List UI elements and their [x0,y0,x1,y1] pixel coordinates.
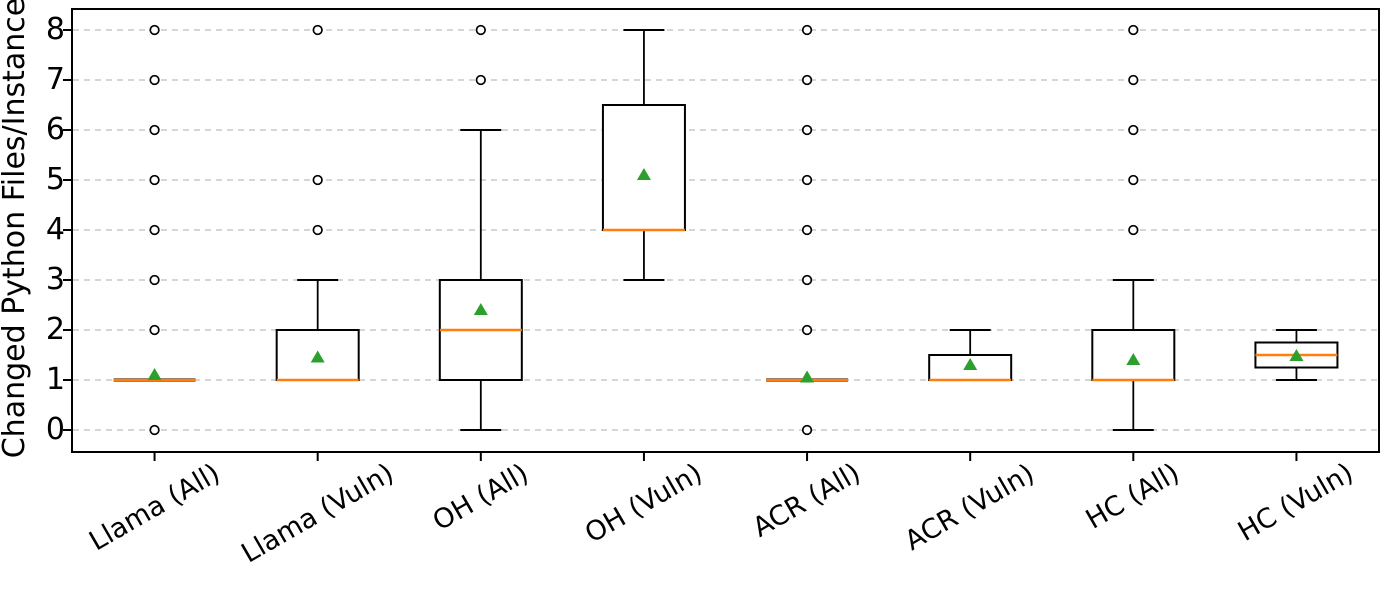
outlier-point [149,24,160,36]
outlier-point [149,124,160,136]
box-llama-all [113,24,196,436]
mean-marker [1126,353,1141,365]
plot-canvas [63,24,1378,461]
x-tick-label: ACR (All) [747,457,866,545]
y-tick-label: 6 [45,112,65,147]
outlier-point [801,74,813,86]
outlier-point [149,174,160,186]
y-tick-label: 0 [45,412,65,447]
outlier-point [312,224,323,236]
outlier-point [801,124,813,136]
plot-area [63,8,1380,461]
y-tick-label: 8 [45,12,65,47]
y-tick-label: 5 [45,162,65,197]
mean-marker [963,358,978,370]
x-tick-label: OH (All) [427,457,534,538]
mean-marker [1289,349,1304,361]
outlier-point [801,274,813,286]
outlier-point [801,174,813,186]
outlier-point [1128,124,1139,136]
y-tick-label: 2 [45,312,65,347]
box-hc-all [1091,24,1176,431]
outlier-point [149,74,160,86]
box-hc-vuln [1254,329,1339,381]
mean-marker [147,368,162,380]
box-acr-vuln [928,329,1013,382]
y-tick-label: 1 [45,362,65,397]
outlier-point [149,424,160,436]
mean-marker [310,350,325,363]
x-tick-label: ACR (Vuln) [899,457,1040,557]
box-llama-vuln [275,24,360,382]
x-tick-label: Llama (All) [83,457,225,558]
x-tick-label: OH (Vuln) [579,457,708,550]
outlier-point [801,224,813,236]
outlier-point [149,274,160,286]
outlier-point [312,174,323,186]
outlier-point [801,24,813,36]
outlier-point [1128,174,1139,186]
outlier-point [801,324,813,336]
box-oh-vuln [601,29,686,281]
iqr-box [601,104,686,231]
y-tick-label: 4 [45,212,65,247]
box-oh-all [438,24,523,431]
outlier-point [475,74,486,86]
mean-marker [800,370,815,383]
y-tick-label: 7 [45,62,65,97]
outlier-point [1128,224,1139,236]
outlier-point [149,324,160,336]
outlier-point [1128,24,1139,36]
outlier-point [1128,74,1139,86]
outlier-point [475,24,486,36]
mean-marker [636,168,651,180]
outlier-point [149,224,160,236]
x-tick-label: HC (All) [1081,457,1186,536]
box-acr-all [766,24,849,436]
x-tick-label: Llama (Vuln) [236,457,399,570]
x-tick-label: HC (Vuln) [1233,457,1360,549]
outlier-point [312,24,323,36]
y-tick-label: 3 [45,262,65,297]
outlier-point [801,424,813,436]
mean-marker [473,303,488,315]
